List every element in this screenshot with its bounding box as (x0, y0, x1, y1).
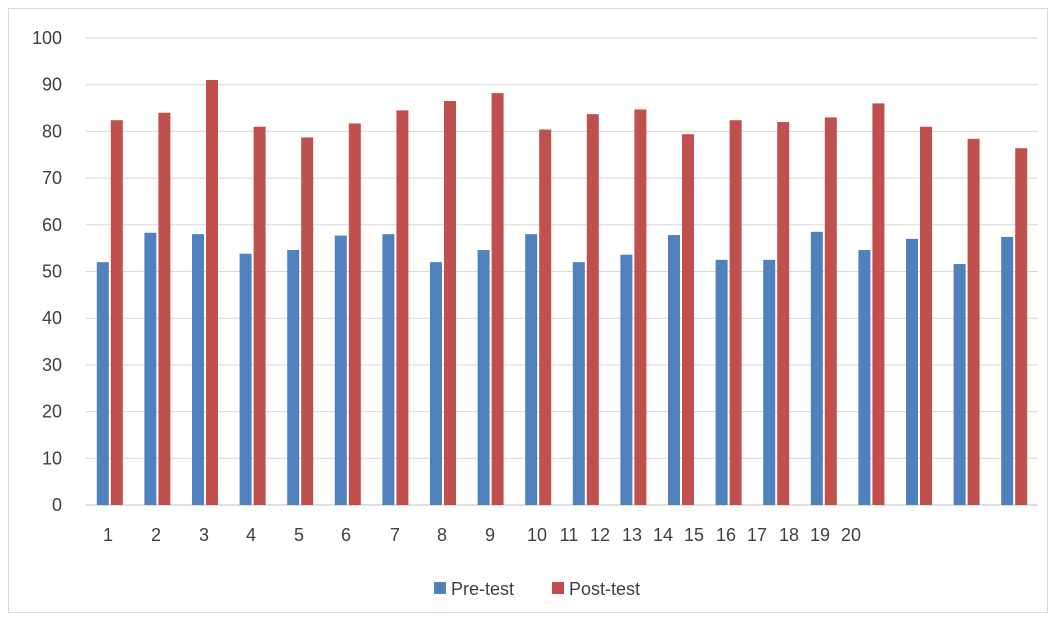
x-tick-label: 6 (341, 525, 351, 545)
bar-pre-test-14 (715, 259, 728, 505)
bar-post-test-12 (634, 109, 647, 506)
bar-post-test-8 (444, 101, 456, 506)
x-tick-label: 3 (199, 525, 209, 545)
bar-post-test-4 (253, 126, 266, 505)
y-tick-label: 90 (42, 75, 62, 95)
bar-post-test-18 (920, 126, 932, 505)
x-tick-label: 9 (485, 525, 495, 545)
bar-pre-test-13 (668, 235, 680, 505)
y-tick-label: 10 (42, 448, 62, 468)
bar-post-test-3 (206, 80, 218, 505)
bar-post-test-16 (824, 117, 837, 505)
y-axis-ticks: 0 10 20 30 40 50 60 70 80 90 100 (32, 28, 62, 515)
bars (96, 80, 1028, 506)
x-tick-label: 4 (246, 525, 256, 545)
bar-pre-test-18 (906, 238, 918, 505)
bar-pre-test-7 (382, 234, 395, 505)
y-tick-label: 30 (42, 355, 62, 375)
legend-label: Post-test (569, 579, 640, 599)
bar-post-test-14 (729, 120, 742, 505)
y-tick-label: 0 (52, 495, 62, 515)
bar-pre-test-11 (572, 262, 585, 505)
legend-swatch (552, 582, 564, 594)
bar-post-test-15 (777, 122, 790, 505)
y-tick-label: 100 (32, 28, 62, 48)
y-tick-label: 70 (42, 168, 62, 188)
x-tick-label: 8 (437, 525, 447, 545)
bar-post-test-19 (967, 138, 980, 505)
x-tick-label: 2 (151, 525, 161, 545)
x-tick-label: 1 (103, 525, 113, 545)
bar-post-test-5 (301, 137, 314, 505)
x-tick-label: 17 (747, 525, 767, 545)
legend: Pre-test Post-test (434, 579, 640, 599)
y-tick-label: 40 (42, 308, 62, 328)
bar-post-test-1 (110, 120, 123, 505)
x-tick-label: 18 (779, 525, 799, 545)
bar-pre-test-19 (953, 264, 966, 505)
bar-pre-test-12 (620, 254, 633, 505)
bar-pre-test-4 (239, 253, 252, 505)
bar-pre-test-5 (287, 250, 300, 505)
x-tick-label: 19 (810, 525, 830, 545)
x-tick-label: 20 (841, 525, 861, 545)
bar-pre-test-6 (334, 235, 347, 505)
bar-pre-test-8 (430, 262, 442, 505)
x-tick-label: 5 (294, 525, 304, 545)
x-tick-label: 12 (590, 525, 610, 545)
legend-swatch (434, 582, 446, 594)
bar-post-test-7 (396, 110, 409, 505)
bar-post-test-6 (348, 123, 361, 505)
bar-pre-test-17 (858, 250, 871, 505)
bar-post-test-9 (491, 93, 504, 505)
gridlines (86, 37, 1038, 506)
bar-post-test-13 (682, 134, 694, 505)
legend-label: Pre-test (451, 579, 514, 599)
bar-pre-test-16 (810, 231, 823, 505)
bar-pre-test-2 (144, 232, 157, 505)
bar-post-test-2 (158, 112, 171, 505)
bar-pre-test-1 (96, 262, 109, 505)
x-axis-ticks: 1 2 3 4 5 6 7 8 9 10 11 12 13 14 15 16 17 18 19 20 (103, 525, 861, 545)
bar-post-test-20 (1015, 148, 1028, 505)
bar-pre-test-20 (1001, 236, 1014, 505)
bar-pre-test-9 (477, 250, 490, 505)
x-tick-label: 10 (527, 525, 547, 545)
y-tick-label: 50 (42, 262, 62, 282)
bar-pre-test-3 (192, 234, 204, 505)
bar-post-test-10 (539, 129, 552, 506)
x-tick-label: 16 (716, 525, 736, 545)
x-tick-label: 15 (684, 525, 704, 545)
x-tick-label: 13 (622, 525, 642, 545)
bar-pre-test-15 (763, 259, 776, 505)
bar-pre-test-10 (525, 234, 538, 505)
y-tick-label: 20 (42, 402, 62, 422)
y-tick-label: 60 (42, 215, 62, 235)
bar-post-test-11 (586, 114, 599, 505)
y-tick-label: 80 (42, 121, 62, 141)
x-tick-label: 14 (653, 525, 673, 545)
x-tick-label: 11 (560, 525, 579, 545)
bar-post-test-17 (872, 103, 885, 505)
x-tick-label: 7 (390, 525, 400, 545)
